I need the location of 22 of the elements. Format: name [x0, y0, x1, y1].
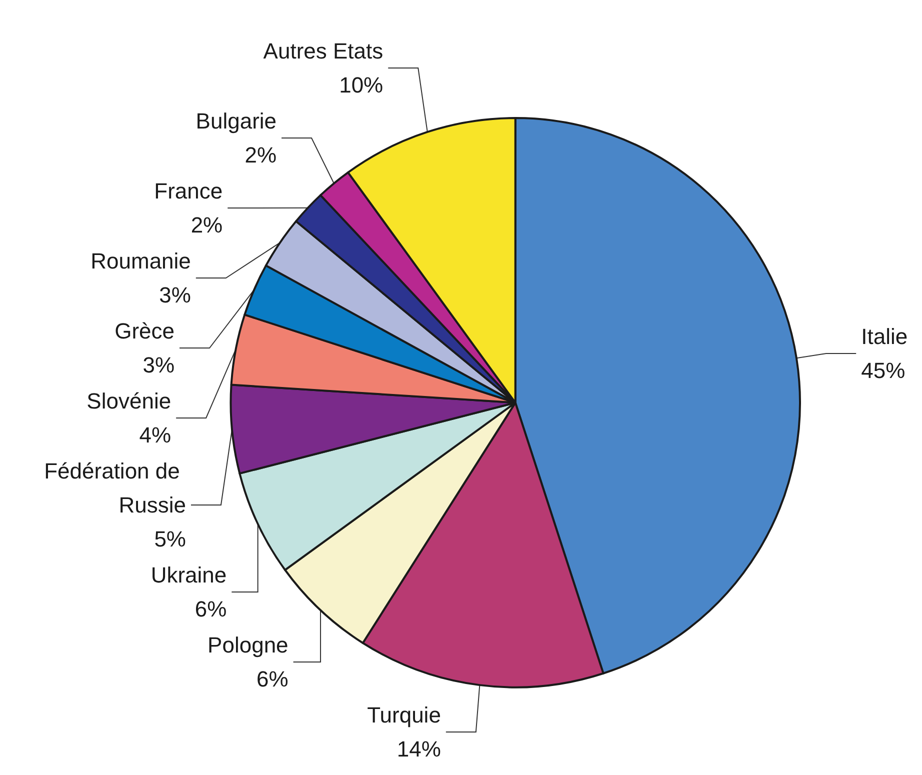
- data-label: 2%: [244, 142, 277, 168]
- data-label: 5%: [154, 526, 186, 552]
- slice-label: Fédération de Russie: [44, 458, 186, 518]
- data-label: 6%: [194, 596, 227, 622]
- data-label: 3%: [142, 352, 175, 378]
- slice-label: Roumanie: [90, 248, 191, 274]
- slice-label: Pologne: [208, 632, 288, 658]
- data-label: 6%: [256, 666, 288, 692]
- slice-label: Grèce: [114, 318, 175, 344]
- slice-label: Slovénie: [86, 388, 172, 414]
- data-label: 45%: [861, 358, 906, 383]
- data-label: 10%: [339, 72, 384, 98]
- slice-label: Italie: [861, 324, 908, 349]
- data-label: 14%: [396, 736, 441, 762]
- slice-label: Bulgarie: [196, 108, 277, 134]
- data-label: 4%: [139, 422, 172, 448]
- data-label: 2%: [190, 212, 223, 238]
- slice-label: France: [154, 178, 223, 204]
- slice-label: Ukraine: [150, 562, 227, 588]
- data-label: 3%: [159, 282, 191, 308]
- slice-label: Turquie: [367, 702, 441, 728]
- slice-label: Autres Etats: [263, 38, 384, 64]
